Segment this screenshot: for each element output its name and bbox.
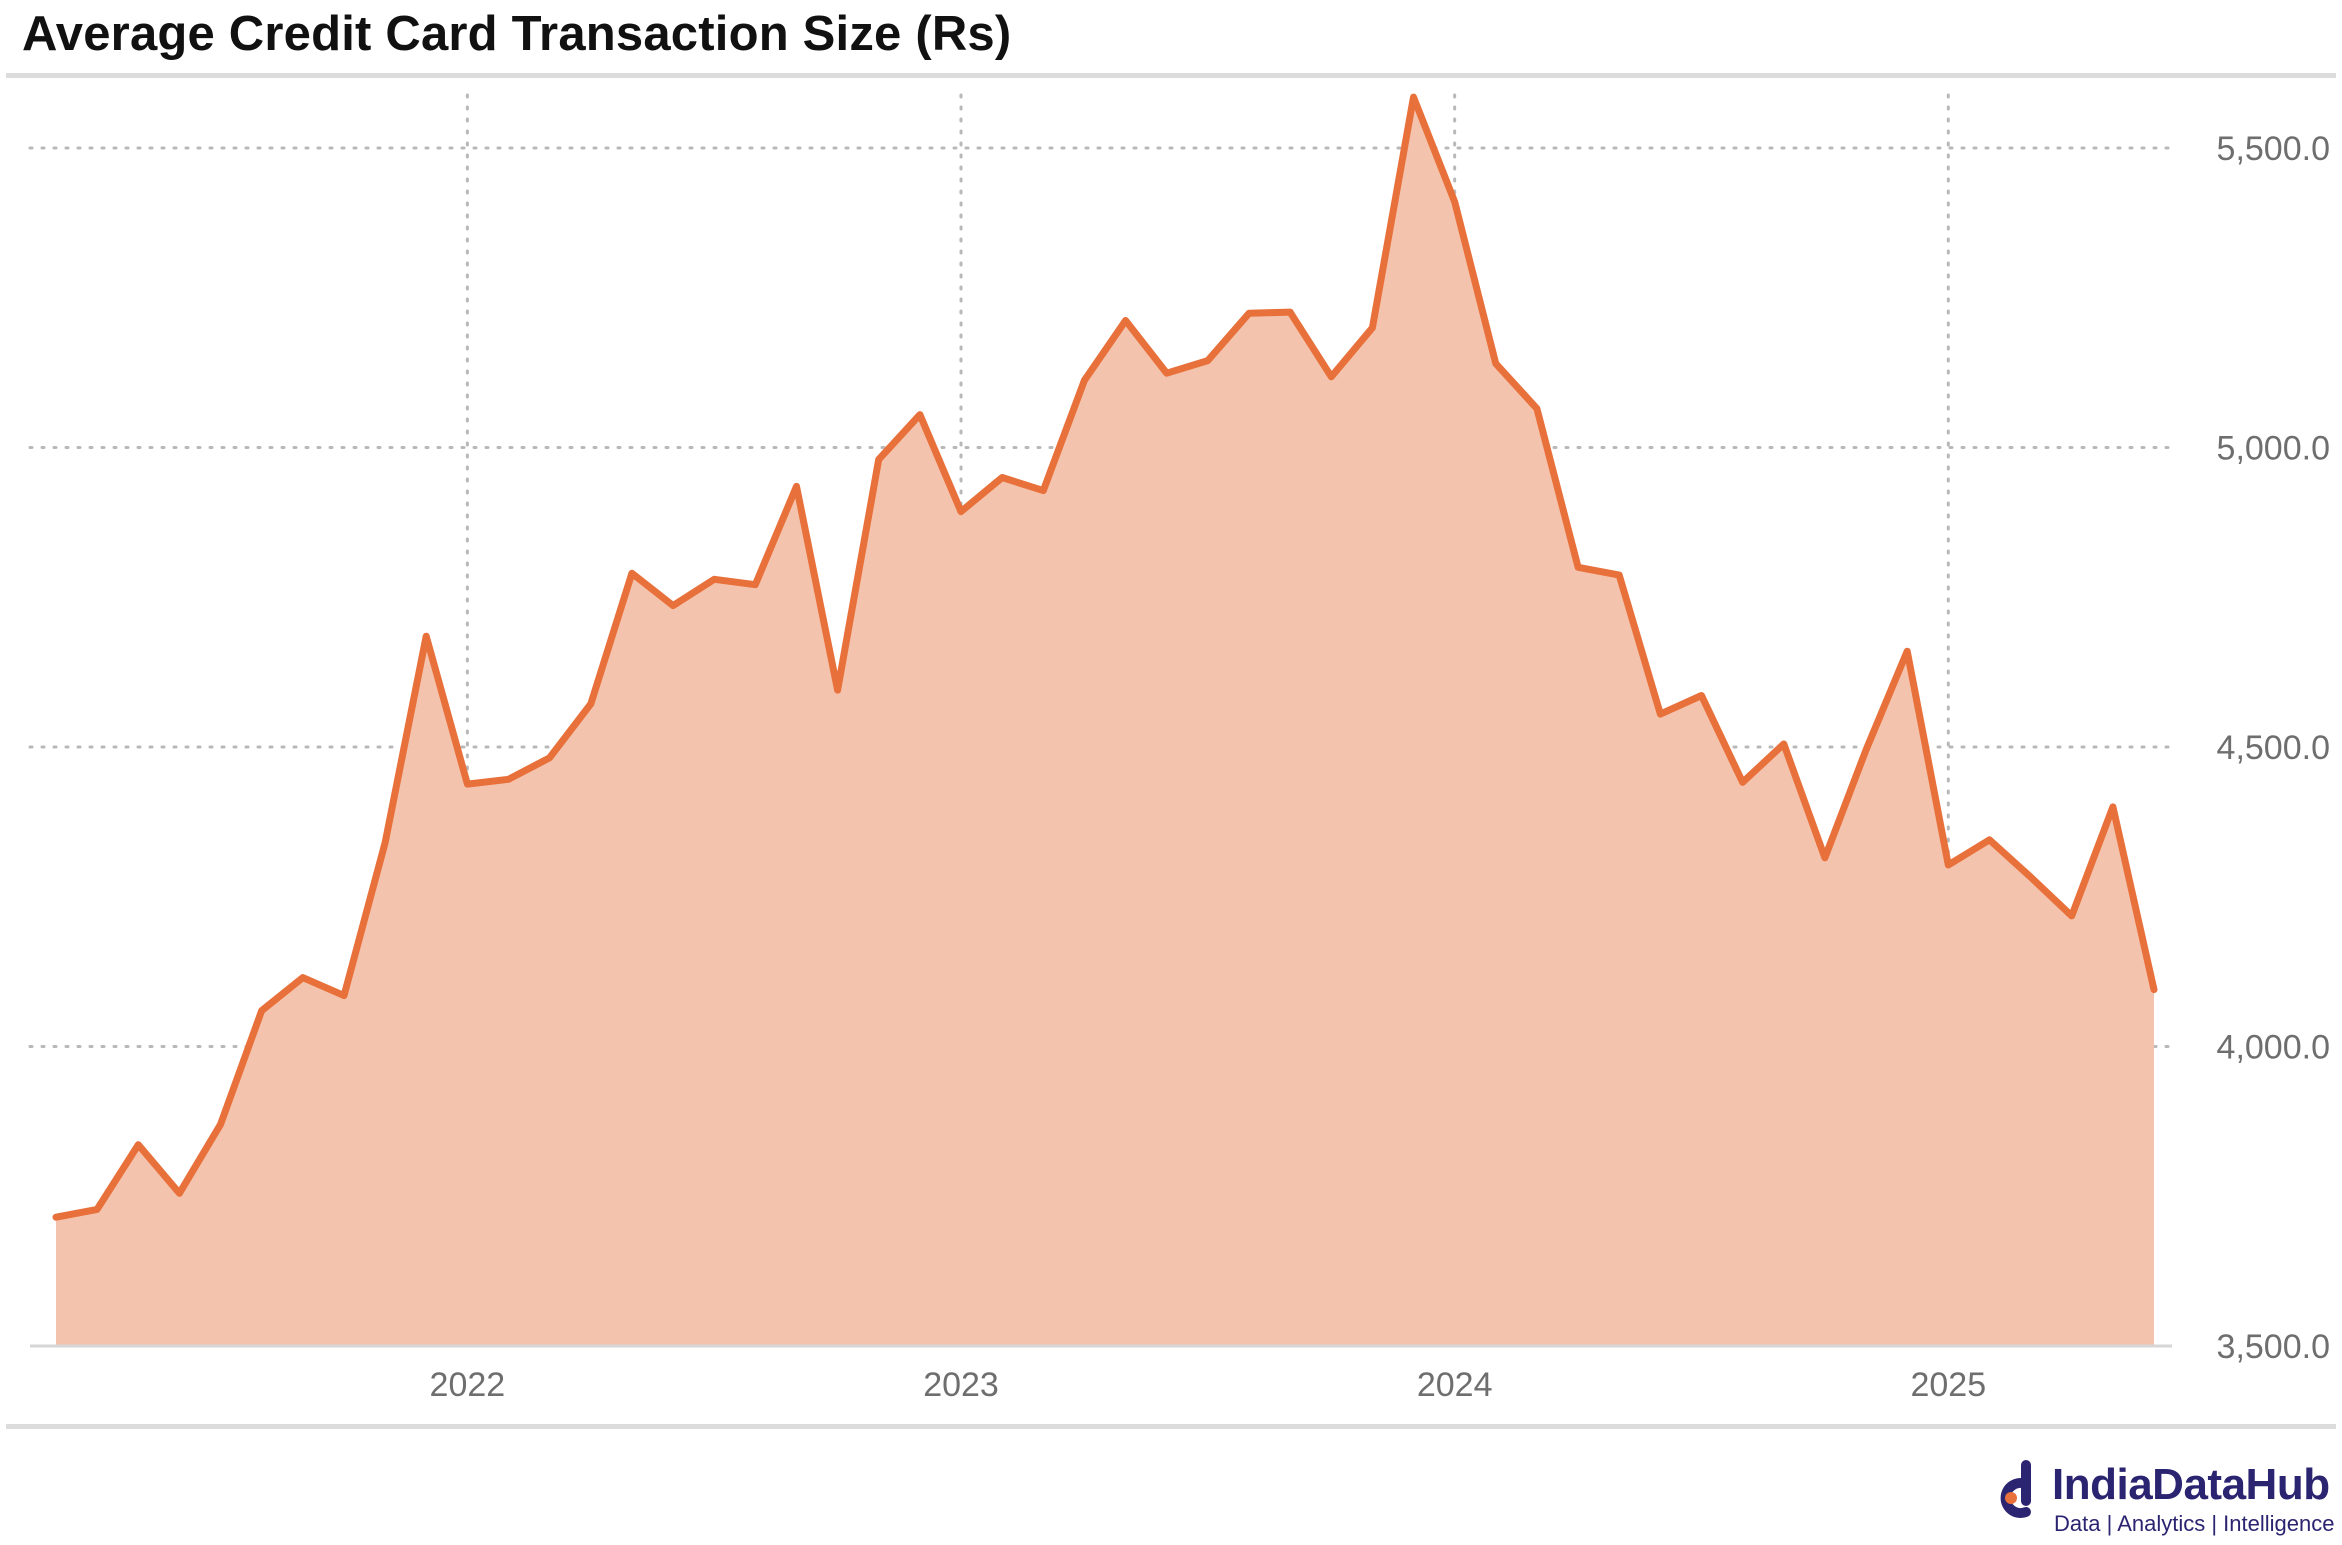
data-point bbox=[1327, 373, 1335, 381]
data-point bbox=[710, 575, 718, 583]
brand-tagline: Data | Analytics | Intelligence bbox=[2054, 1511, 2335, 1536]
data-point bbox=[1574, 563, 1582, 571]
x-tick-label: 2025 bbox=[1910, 1366, 1986, 1404]
data-point bbox=[998, 474, 1006, 482]
data-point bbox=[1821, 854, 1829, 862]
x-tick-label: 2023 bbox=[923, 1366, 999, 1404]
data-point bbox=[505, 775, 513, 783]
data-point bbox=[2068, 912, 2076, 920]
data-point bbox=[2109, 803, 2117, 811]
chart-title: Average Credit Card Transaction Size (Rs… bbox=[22, 7, 1012, 61]
data-point bbox=[834, 686, 842, 694]
data-point bbox=[463, 780, 471, 788]
data-point bbox=[93, 1205, 101, 1213]
header-divider bbox=[6, 73, 2336, 78]
data-point bbox=[134, 1141, 142, 1149]
data-point bbox=[422, 632, 430, 640]
data-point bbox=[587, 700, 595, 708]
data-point bbox=[2150, 986, 2158, 994]
data-point bbox=[1163, 369, 1171, 377]
y-tick-label: 3,500.0 bbox=[2217, 1328, 2330, 1366]
indiadatahub-logo-icon bbox=[2000, 1460, 2031, 1518]
x-tick-label: 2024 bbox=[1417, 1366, 1493, 1404]
data-point bbox=[1903, 647, 1911, 655]
series-line bbox=[52, 93, 2158, 1221]
y-tick-label: 4,000.0 bbox=[2217, 1029, 2330, 1067]
x-tick-label: 2022 bbox=[430, 1366, 506, 1404]
data-point bbox=[546, 754, 554, 762]
data-point bbox=[52, 1213, 60, 1221]
y-tick-label: 5,500.0 bbox=[2217, 130, 2330, 168]
data-point bbox=[1368, 324, 1376, 332]
data-point bbox=[957, 508, 965, 516]
area-fill-layer bbox=[56, 97, 2154, 1347]
data-point bbox=[340, 992, 348, 1000]
data-point bbox=[175, 1189, 183, 1197]
data-point bbox=[1080, 376, 1088, 384]
data-point bbox=[1204, 357, 1212, 365]
y-tick-label: 4,500.0 bbox=[2217, 729, 2330, 767]
data-point bbox=[1615, 571, 1623, 579]
data-point bbox=[916, 411, 924, 419]
brand-name: IndiaDataHub bbox=[2052, 1460, 2330, 1509]
data-point bbox=[1410, 93, 1418, 101]
data-point bbox=[1698, 692, 1706, 700]
data-point bbox=[1780, 740, 1788, 748]
data-point bbox=[1039, 487, 1047, 495]
data-point bbox=[1533, 405, 1541, 413]
brand-logo-block[interactable]: IndiaDataHub Data | Analytics | Intellig… bbox=[1990, 1456, 2334, 1540]
data-point bbox=[1286, 308, 1294, 316]
data-point bbox=[751, 581, 759, 589]
y-tick-label: 5,000.0 bbox=[2217, 430, 2330, 468]
data-point bbox=[1122, 317, 1130, 325]
data-point bbox=[1245, 309, 1253, 317]
data-point bbox=[1862, 746, 1870, 754]
data-point bbox=[217, 1120, 225, 1128]
data-point bbox=[1739, 778, 1747, 786]
footer-divider bbox=[6, 1424, 2336, 1429]
data-point bbox=[258, 1007, 266, 1015]
data-point bbox=[2027, 873, 2035, 881]
data-point bbox=[875, 456, 883, 464]
data-point bbox=[1492, 360, 1500, 368]
data-point bbox=[1944, 861, 1952, 869]
area-chart: 3,500.0 4,000.0 4,500.0 5,000.0 5,500.0 2022 2… bbox=[28, 93, 2330, 1404]
data-point bbox=[381, 839, 389, 847]
series-line-layer bbox=[52, 93, 2158, 1221]
area-fill bbox=[56, 97, 2154, 1347]
data-point bbox=[1451, 198, 1459, 206]
data-point bbox=[669, 602, 677, 610]
tick-labels: 3,500.0 4,000.0 4,500.0 5,000.0 5,500.0 2022 2… bbox=[430, 130, 2330, 1404]
data-point bbox=[628, 569, 636, 577]
data-point bbox=[793, 482, 801, 490]
data-point bbox=[1986, 836, 1994, 844]
data-point bbox=[1656, 710, 1664, 718]
data-point bbox=[299, 974, 307, 982]
